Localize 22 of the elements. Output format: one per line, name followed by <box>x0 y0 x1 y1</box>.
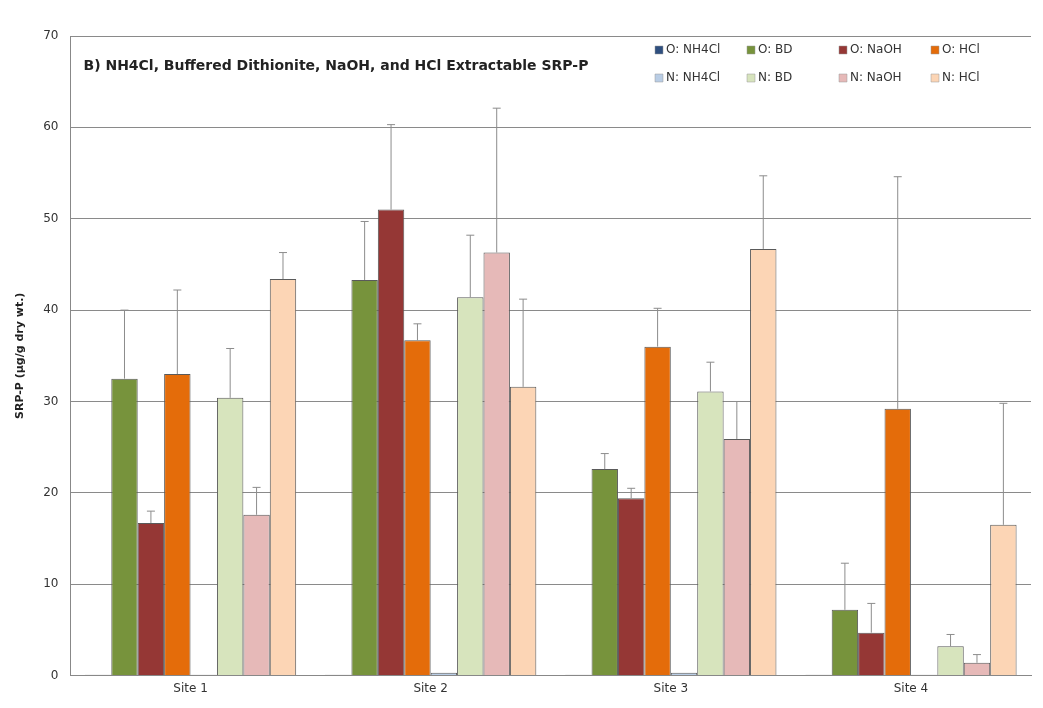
y-axis-title: SRP-P (µg/g dry wt.) <box>13 292 27 419</box>
y-tick-label: 20 <box>43 484 59 499</box>
text: B) NH4Cl, Buffered Dithionite, NaOH, and HCl Extractable SRP-P <box>83 56 589 73</box>
legend-label: O: NaOH <box>850 42 902 57</box>
legend-label: N: HCl <box>942 70 980 85</box>
y-tick-label: 40 <box>43 302 59 317</box>
y-tick-label: 30 <box>43 393 59 408</box>
legend-label: N: NH4Cl <box>666 70 721 85</box>
legend-label: O: NH4Cl <box>666 42 721 57</box>
x-tick-label: Site 2 <box>413 680 448 695</box>
x-tick-label: Site 4 <box>893 680 929 695</box>
y-tick-label: 60 <box>43 119 59 134</box>
y-tick-label: 70 <box>43 28 59 43</box>
legend-label: O: HCl <box>942 42 980 57</box>
y-tick-label: 50 <box>43 210 59 225</box>
y-tick-label: 10 <box>43 576 59 591</box>
legend-label: N: BD <box>758 70 793 85</box>
legend-label: N: NaOH <box>850 70 902 85</box>
x-tick-label: Site 3 <box>653 680 689 695</box>
y-tick-label: 0 <box>50 667 59 682</box>
x-tick-label: Site 1 <box>173 680 208 695</box>
legend-label: O: BD <box>758 42 793 57</box>
